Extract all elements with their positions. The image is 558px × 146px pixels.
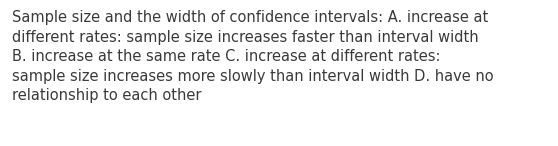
Text: Sample size and the width of confidence intervals: A. increase at
different rate: Sample size and the width of confidence …	[12, 10, 494, 103]
